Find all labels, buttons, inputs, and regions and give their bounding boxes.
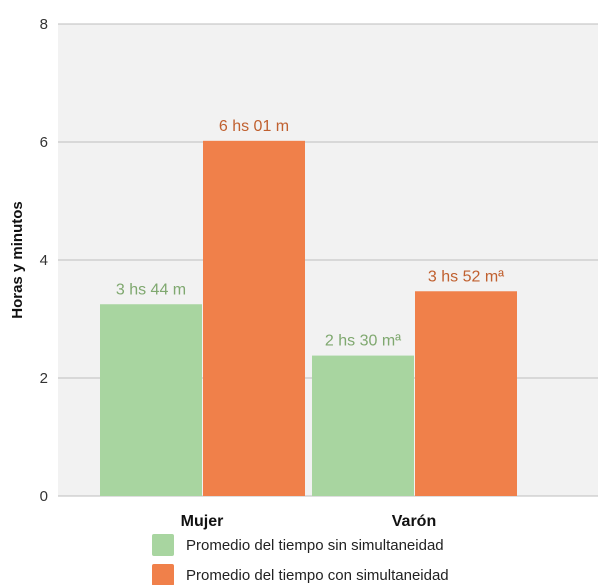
y-tick-label: 8: [40, 16, 48, 33]
category-labels: Mujer Varón: [181, 513, 437, 530]
data-label: 3 hs 52 mª: [428, 268, 504, 285]
data-label: 3 hs 44 m: [116, 281, 186, 298]
data-label: 6 hs 01 m: [219, 118, 289, 135]
y-tick-label: 2: [40, 370, 48, 387]
y-axis-ticks: 0 2 4 6 8: [40, 16, 48, 505]
y-tick-label: 6: [40, 134, 48, 151]
legend-label: Promedio del tiempo sin simultaneidad: [186, 537, 444, 554]
data-labels: 3 hs 44 m 2 hs 30 mª 6 hs 01 m 3 hs 52 mª: [116, 118, 504, 350]
bar: [312, 355, 414, 496]
legend: Promedio del tiempo sin simultaneidad Pro…: [152, 534, 449, 585]
category-label: Varón: [392, 513, 436, 530]
legend-label: Promedio del tiempo con simultaneidad: [186, 567, 449, 584]
bar: [203, 140, 305, 496]
category-label: Mujer: [181, 513, 224, 530]
y-tick-label: 4: [40, 252, 48, 269]
data-label: 2 hs 30 mª: [325, 333, 401, 350]
bar: [100, 304, 202, 496]
bar: [415, 291, 517, 496]
legend-swatch: [152, 564, 174, 585]
bars: [100, 140, 517, 496]
legend-swatch: [152, 534, 174, 556]
y-tick-label: 0: [40, 488, 48, 505]
y-axis-title: Horas y minutos: [9, 201, 26, 319]
